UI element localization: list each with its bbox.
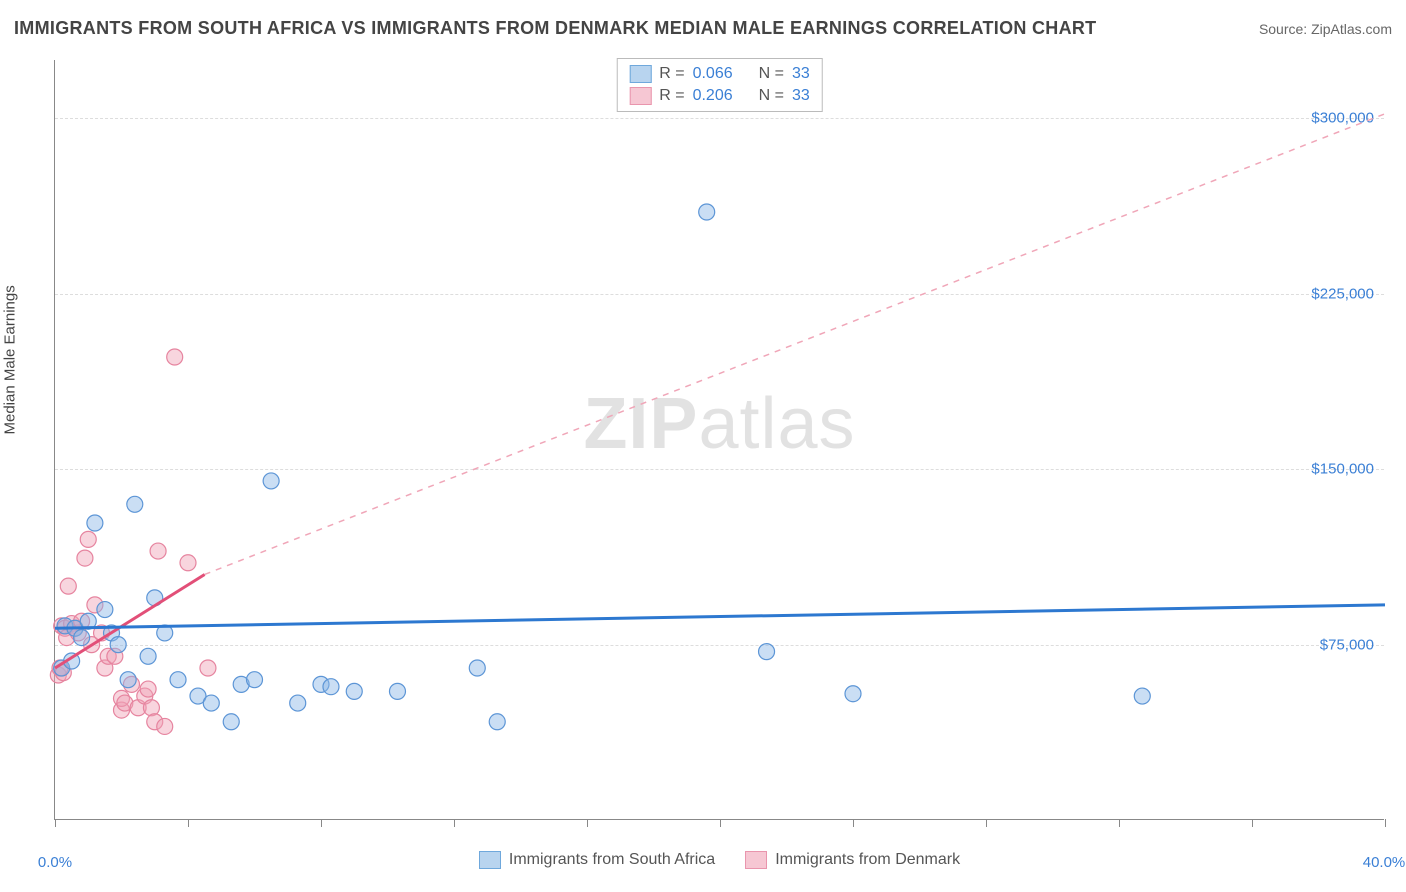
swatch-dk xyxy=(629,87,651,105)
swatch-sa xyxy=(629,65,651,83)
legend-row-dk: R = 0.206 N = 33 xyxy=(629,85,810,107)
chart-title: IMMIGRANTS FROM SOUTH AFRICA VS IMMIGRAN… xyxy=(14,18,1096,39)
swatch-dk-icon xyxy=(745,851,767,869)
legend-item-dk: Immigrants from Denmark xyxy=(745,851,960,869)
plot-area: ZIPatlas $75,000$150,000$225,000$300,000… xyxy=(54,60,1384,820)
correlation-legend: R = 0.066 N = 33 R = 0.206 N = 33 xyxy=(616,58,823,112)
scatter-svg xyxy=(55,60,1384,819)
swatch-sa-icon xyxy=(479,851,501,869)
legend-item-sa: Immigrants from South Africa xyxy=(479,851,715,869)
x-min-label: 0.0% xyxy=(38,854,72,871)
legend-row-sa: R = 0.066 N = 33 xyxy=(629,63,810,85)
series-legend: Immigrants from South Africa Immigrants … xyxy=(55,851,1384,869)
source-label: Source: ZipAtlas.com xyxy=(1259,21,1392,37)
y-axis-label: Median Male Earnings xyxy=(2,285,19,434)
x-max-label: 40.0% xyxy=(1363,854,1406,871)
